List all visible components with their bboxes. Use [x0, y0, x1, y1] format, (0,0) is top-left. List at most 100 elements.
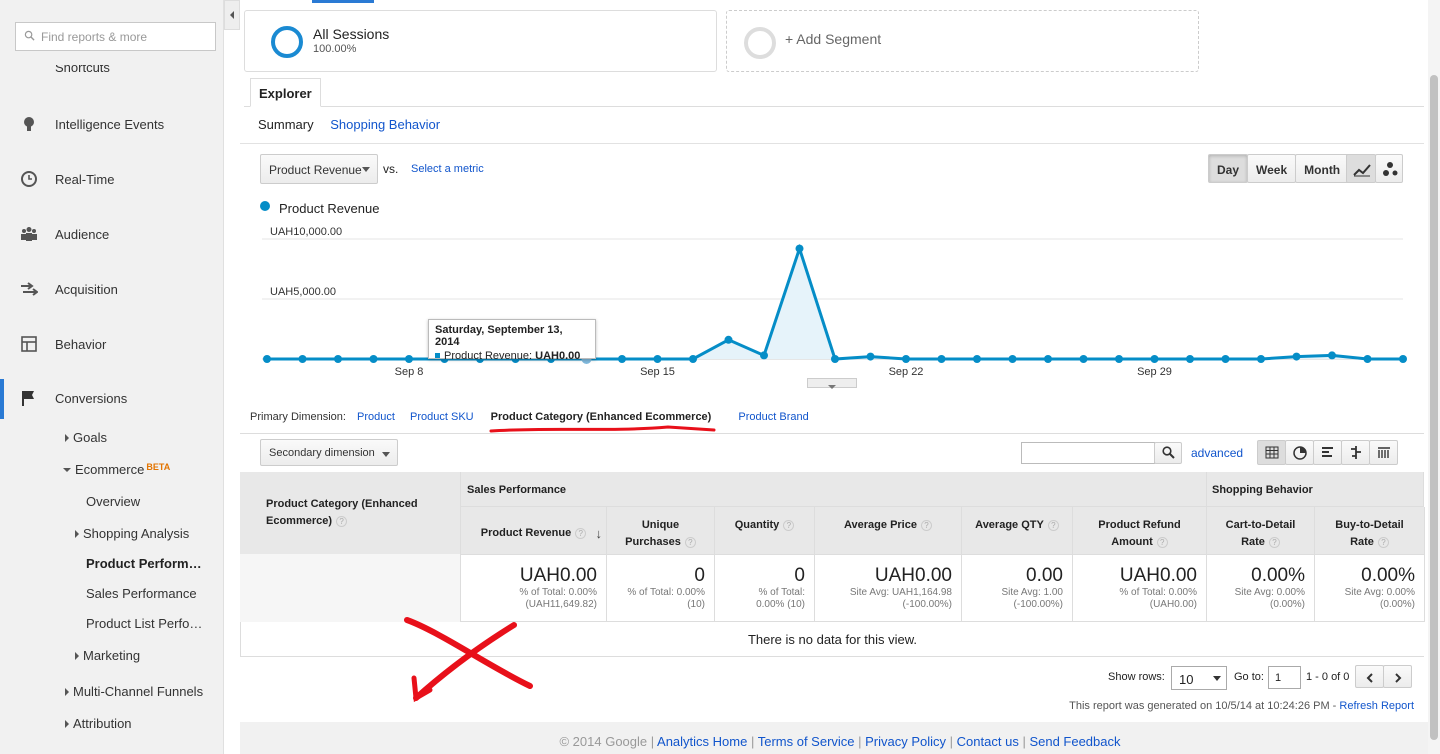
data-point — [1008, 355, 1017, 363]
select-metric-link[interactable]: Select a metric — [411, 163, 484, 175]
total-cell: 0% of Total: 0.00% (10) — [607, 554, 715, 622]
report-generated-line: This report was generated on 10/5/14 at … — [1069, 700, 1414, 712]
pie-view-button[interactable] — [1285, 440, 1314, 465]
total-value: 0 — [694, 565, 705, 586]
chart-type-toggle — [1346, 154, 1403, 183]
tab-explorer[interactable]: Explorer — [250, 78, 321, 107]
sidebar-item-attribution[interactable]: Attribution — [65, 716, 132, 731]
col-header[interactable]: Quantity? — [715, 507, 815, 554]
dimension-product[interactable]: Product — [357, 411, 395, 423]
sidebar-item-sales-performance[interactable]: Sales Performance — [86, 586, 197, 601]
total-cell: 0% of Total: 0.00% (10) — [715, 554, 815, 622]
footer-contact[interactable]: Contact us — [956, 734, 1019, 749]
goto-page-input[interactable]: 1 — [1268, 666, 1301, 689]
empty-table-message: There is no data for this view. — [240, 622, 1424, 657]
rows-per-page-select[interactable]: 10 — [1171, 666, 1227, 690]
data-point — [298, 355, 307, 363]
sidebar-item-shortcuts[interactable]: Shortcuts — [55, 60, 110, 75]
col-header[interactable]: Buy-to-Detail Rate? — [1315, 507, 1425, 554]
refresh-report-link[interactable]: Refresh Report — [1339, 700, 1414, 712]
dimension-product-brand[interactable]: Product Brand — [738, 411, 809, 423]
red-cross-annotation — [404, 617, 533, 703]
next-page-button[interactable] — [1383, 665, 1412, 688]
sidebar-item-label: Intelligence Events — [55, 117, 165, 132]
subtab-shopping-behavior[interactable]: Shopping Behavior — [330, 117, 441, 132]
y-tick-label: UAH10,000.00 — [270, 226, 342, 238]
secondary-dimension-dropdown[interactable]: Secondary dimension — [260, 439, 398, 466]
sidebar-item-product-performance[interactable]: Product Perform… — [86, 556, 202, 571]
total-detail: % of Total: — [758, 587, 805, 598]
chevron-down-icon — [1213, 676, 1221, 681]
acquisition-arrows-icon — [21, 282, 38, 296]
col-header-product-category[interactable]: Product Category (Enhanced Ecommerce)? — [240, 472, 461, 554]
data-view-button[interactable] — [1257, 440, 1286, 465]
scrollbar[interactable] — [1428, 0, 1440, 754]
footer-feedback[interactable]: Send Feedback — [1029, 734, 1121, 749]
tooltip-date: Saturday, September 13, 2014 — [435, 324, 563, 348]
table-search-button[interactable] — [1154, 442, 1182, 464]
sidebar-item-ecommerce[interactable]: Ecommerce BETA — [63, 462, 170, 477]
graph-resize-handle[interactable] — [807, 378, 857, 389]
line-chart-icon — [1353, 164, 1371, 177]
sort-desc-icon: ↓ — [595, 526, 603, 541]
performance-view-button[interactable] — [1313, 440, 1342, 465]
dimension-product-category[interactable]: Product Category (Enhanced Ecommerce) — [489, 411, 724, 433]
report-tabs: Explorer — [244, 78, 1424, 107]
scrollbar-thumb[interactable] — [1430, 75, 1438, 740]
sidebar-item-marketing[interactable]: Marketing — [75, 648, 140, 663]
data-point — [724, 335, 733, 344]
col-header[interactable]: Cart-to-Detail Rate? — [1207, 507, 1315, 554]
sidebar-item-overview[interactable]: Overview — [86, 494, 141, 509]
footer-analytics-home[interactable]: Analytics Home — [657, 734, 748, 749]
data-point — [831, 355, 839, 363]
x-tick-label: Sep 22 — [889, 366, 924, 378]
sidebar-item-acquisition[interactable]: Acquisition — [0, 274, 223, 304]
sidebar-item-multichannel[interactable]: Multi-Channel Funnels — [65, 684, 203, 699]
motion-chart-button[interactable] — [1375, 154, 1403, 183]
prev-page-button[interactable] — [1355, 665, 1384, 688]
total-detail: % of Total: 0.00% — [627, 587, 705, 598]
graph-panel: Product Revenue vs. Select a metric Day … — [240, 143, 1424, 391]
col-header[interactable]: Product Revenue? ↓ — [461, 507, 607, 554]
sidebar-item-shopping-analysis[interactable]: Shopping Analysis — [75, 526, 189, 541]
total-detail: (10) — [687, 599, 705, 610]
sidebar-item-goals[interactable]: Goals — [65, 430, 107, 445]
collapse-sidebar-button[interactable] — [224, 0, 240, 30]
data-point — [689, 355, 697, 363]
table-view-toggle — [1257, 440, 1398, 465]
line-chart-button[interactable] — [1346, 154, 1376, 183]
sidebar-item-audience[interactable]: Audience — [0, 219, 223, 249]
search-input[interactable]: Find reports & more — [15, 22, 216, 51]
sidebar-item-product-list[interactable]: Product List Perfo… — [86, 616, 203, 631]
tooltip-label: Product Revenue: — [444, 350, 533, 362]
col-header[interactable]: Unique Purchases? — [607, 507, 715, 554]
sidebar-item-label: Conversions — [55, 391, 128, 406]
footer-privacy[interactable]: Privacy Policy — [865, 734, 947, 749]
sidebar-item-conversions[interactable]: Conversions — [0, 379, 223, 419]
primary-dimension-label: Primary Dimension: — [250, 411, 346, 423]
sidebar-item-realtime[interactable]: Real-Time — [0, 164, 223, 194]
table-filter-input[interactable] — [1021, 442, 1155, 464]
segment-all-sessions[interactable]: All Sessions 100.00% — [244, 10, 717, 72]
comparison-view-button[interactable] — [1341, 440, 1370, 465]
col-header[interactable]: Average Price? — [815, 507, 962, 554]
total-detail: (0.00%) — [1269, 599, 1305, 610]
subtab-summary[interactable]: Summary — [258, 117, 314, 132]
add-segment-button[interactable]: + Add Segment — [726, 10, 1199, 72]
pivot-icon — [1378, 447, 1390, 458]
metric-dropdown[interactable]: Product Revenue — [260, 154, 378, 184]
sidebar-item-intelligence[interactable]: Intelligence Events — [0, 109, 223, 139]
pie-icon — [1293, 446, 1307, 460]
col-header[interactable]: Average QTY? — [962, 507, 1073, 554]
advanced-filter-link[interactable]: advanced — [1191, 446, 1244, 460]
total-detail: (0.00%) — [1379, 599, 1415, 610]
sidebar-item-behavior[interactable]: Behavior — [0, 329, 223, 359]
dimension-product-sku[interactable]: Product SKU — [410, 411, 474, 423]
total-value: 0.00% — [1251, 565, 1305, 586]
total-value: 0.00 — [1026, 565, 1063, 586]
col-header[interactable]: Product Refund Amount? — [1073, 507, 1207, 554]
footer-terms[interactable]: Terms of Service — [757, 734, 855, 749]
pivot-view-button[interactable] — [1369, 440, 1398, 465]
data-point — [334, 355, 342, 363]
period-week-button[interactable]: Week — [1247, 154, 1297, 183]
